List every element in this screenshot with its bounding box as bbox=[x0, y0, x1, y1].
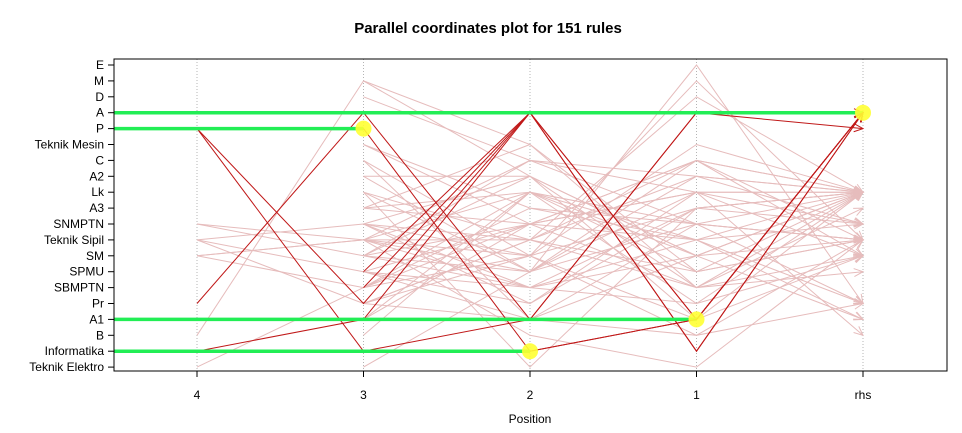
light-rule-arrow-22 bbox=[853, 312, 865, 321]
y-tick-label-10: SNMPTN bbox=[53, 217, 104, 231]
y-tick-label-8: Lk bbox=[91, 185, 105, 199]
y-tick-label-2: D bbox=[95, 90, 104, 104]
y-tick-label-15: Pr bbox=[92, 297, 104, 311]
y-tick-label-11: Teknik Sipil bbox=[44, 233, 104, 247]
highlight-point-1 bbox=[355, 120, 372, 137]
light-rule-line-44 bbox=[363, 175, 864, 273]
light-rule-line-14 bbox=[363, 239, 864, 368]
y-tick-label-19: Teknik Elektro bbox=[29, 360, 104, 374]
light-rule-arrow-16 bbox=[853, 207, 865, 216]
y-tick-label-6: C bbox=[95, 153, 104, 167]
highlighted-rule-lines bbox=[114, 110, 864, 353]
dark-rule-line-4 bbox=[363, 111, 864, 353]
y-tick-label-18: Informatika bbox=[45, 344, 105, 358]
light-rule-arrow-42 bbox=[853, 253, 865, 262]
highlight-point-2 bbox=[688, 311, 705, 328]
y-tick-label-1: M bbox=[94, 74, 104, 88]
y-tick-label-7: A2 bbox=[89, 169, 104, 183]
dark-rule-line-0 bbox=[196, 111, 864, 353]
light-rule-line-17 bbox=[363, 144, 864, 225]
x-tick-label-4: rhs bbox=[855, 388, 872, 402]
x-axis-title: Position bbox=[509, 412, 552, 426]
y-tick-label-3: A bbox=[96, 106, 104, 120]
light-rule-arrow-41 bbox=[853, 230, 864, 241]
x-tick-label-1: 3 bbox=[360, 388, 367, 402]
y-tick-label-5: Teknik Mesin bbox=[35, 138, 104, 152]
x-tick-label-0: 4 bbox=[194, 388, 201, 402]
light-rule-line-41 bbox=[363, 80, 864, 257]
grid-lines bbox=[196, 59, 864, 371]
y-tick-label-13: SPMU bbox=[69, 265, 104, 279]
light-rule-arrow-46 bbox=[853, 295, 865, 305]
y-tick-label-9: A3 bbox=[89, 201, 104, 215]
y-tick-label-0: E bbox=[96, 58, 104, 72]
x-tick-label-3: 1 bbox=[693, 388, 700, 402]
dark-rule-line-1 bbox=[196, 112, 863, 352]
dark-rule-line-5 bbox=[363, 111, 864, 321]
light-rule-line-4 bbox=[196, 191, 864, 305]
light-rule-line-33 bbox=[363, 144, 864, 225]
light-rule-line-47 bbox=[363, 191, 864, 305]
light-rule-arrow-44 bbox=[853, 217, 865, 226]
x-tick-label-2: 2 bbox=[527, 388, 534, 402]
highlight-point-3 bbox=[522, 343, 538, 360]
highlight-point-0 bbox=[855, 104, 871, 121]
light-rule-arrow-30 bbox=[853, 326, 864, 337]
y-tick-label-16: A1 bbox=[89, 312, 104, 326]
highlight-points bbox=[355, 104, 871, 360]
x-axis: 4 3 2 1 rhs bbox=[194, 371, 872, 402]
dark-rule-line-3 bbox=[196, 111, 864, 352]
y-tick-label-14: SBMPTN bbox=[54, 281, 104, 295]
dark-rule-arrow-2 bbox=[853, 123, 865, 133]
y-tick-label-17: B bbox=[96, 328, 104, 342]
light-rule-arrow-28 bbox=[853, 268, 865, 277]
light-rule-arrow-47 bbox=[853, 188, 865, 198]
y-tick-label-4: P bbox=[96, 122, 104, 136]
y-tick-label-12: SM bbox=[86, 249, 104, 263]
chart-title: Parallel coordinates plot for 151 rules bbox=[354, 20, 622, 37]
